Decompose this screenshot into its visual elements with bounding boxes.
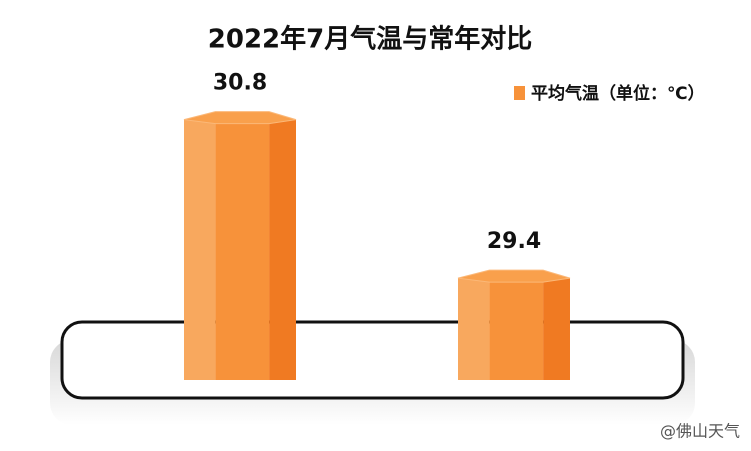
- platform: [60, 320, 685, 400]
- bar-face-left: [184, 119, 216, 380]
- legend-swatch: [514, 86, 525, 100]
- bar: [457, 269, 571, 380]
- bar-face-right: [543, 278, 570, 380]
- data-label: 29.4: [487, 229, 541, 254]
- watermark: @佛山天气: [660, 422, 740, 441]
- chart-title: 2022年7月气温与常年对比: [208, 24, 532, 55]
- bar-face-right: [269, 119, 296, 380]
- bar-top: [457, 269, 571, 283]
- data-label: 30.8: [213, 71, 267, 96]
- bar-top: [183, 111, 297, 125]
- bar-face-left: [458, 278, 490, 380]
- legend-label: 平均气温（单位：℃）: [531, 83, 705, 104]
- bar: [183, 111, 297, 380]
- bar-face-front: [489, 278, 544, 380]
- bar-face-front: [215, 119, 270, 380]
